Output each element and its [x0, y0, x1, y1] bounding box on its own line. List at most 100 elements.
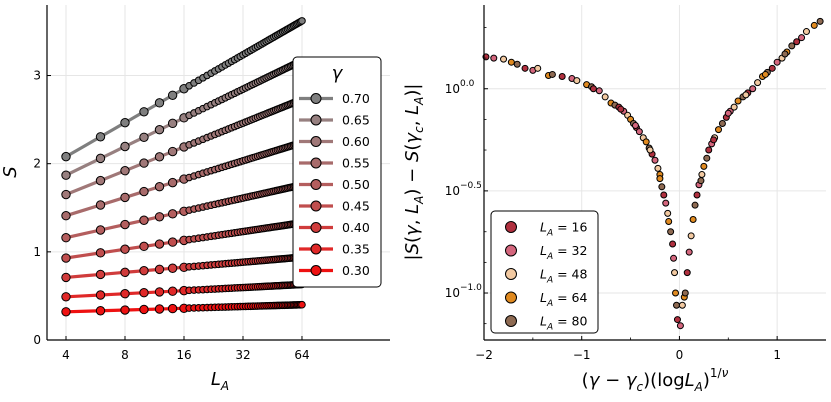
series-marker-gamma-0.30 — [120, 305, 130, 315]
scatter-point — [691, 201, 699, 209]
scatter-point — [678, 301, 686, 309]
right-y-tick-exponent: 0.0 — [460, 79, 475, 89]
right-legend: LA = 16 LA = 32 LA = 48 LA = 64 LA = 80 — [490, 210, 599, 334]
left-x-axis-label: LA — [211, 369, 229, 393]
right-scatter-points — [482, 17, 824, 330]
scatter-point — [703, 154, 711, 162]
series-marker-gamma-0.40 — [95, 269, 106, 280]
scatter-point — [742, 91, 750, 99]
scatter-point — [798, 34, 806, 42]
legend-marker-gamma-0.65 — [310, 114, 322, 126]
left-x-tick-label: 32 — [235, 348, 250, 362]
series-marker-gamma-0.55 — [61, 210, 71, 221]
series-marker-gamma-0.60 — [120, 166, 130, 176]
series-marker-gamma-0.70 — [298, 17, 306, 25]
left-axes-frame — [46, 5, 390, 341]
left-legend-title: γ — [332, 63, 344, 84]
left-y-tick-label: 2 — [33, 157, 41, 171]
scatter-point — [687, 232, 695, 240]
scatter-point — [768, 64, 776, 72]
series-marker-gamma-0.50 — [61, 233, 71, 243]
legend-label-LA32: LA = 32 — [540, 243, 587, 262]
scatter-point — [673, 301, 680, 309]
scatter-point — [734, 97, 742, 105]
scatter-point — [676, 322, 684, 330]
legend-marker-gamma-0.45 — [310, 200, 322, 212]
series-marker-gamma-0.35 — [154, 287, 165, 297]
scatter-point — [700, 162, 708, 170]
scatter-point — [810, 21, 818, 29]
series-marker-gamma-0.65 — [61, 170, 71, 180]
series-marker-gamma-0.45 — [120, 244, 130, 254]
scatter-point — [513, 60, 521, 68]
scatter-point — [673, 316, 681, 324]
series-marker-gamma-0.60 — [61, 189, 71, 200]
scatter-point — [802, 28, 810, 36]
scatter-point — [642, 138, 650, 146]
series-marker-gamma-0.50 — [120, 219, 130, 230]
series-marker-gamma-0.45 — [61, 253, 71, 263]
series-marker-gamma-0.70 — [167, 90, 178, 100]
series-marker-gamma-0.35 — [139, 288, 149, 298]
right-y-tick-label: 10 — [445, 82, 460, 96]
series-marker-gamma-0.60 — [95, 175, 106, 186]
legend-label-gamma-0.30: 0.30 — [342, 263, 370, 278]
scatter-point — [656, 175, 664, 183]
right-legend-items: LA = 16 LA = 32 LA = 48 LA = 64 LA = 80 — [505, 220, 588, 333]
legend-label-gamma-0.40: 0.40 — [342, 220, 370, 235]
scatter-point — [749, 85, 757, 93]
scatter-point — [658, 183, 666, 191]
legend-label-gamma-0.65: 0.65 — [342, 113, 370, 128]
series-marker-gamma-0.45 — [139, 241, 149, 252]
series-marker-gamma-0.35 — [61, 292, 71, 302]
legend-label-gamma-0.70: 0.70 — [342, 91, 370, 106]
scatter-point — [662, 199, 670, 207]
right-x-axis-label: (γ − γc)(logLA)1/ν — [582, 366, 729, 394]
scatter-point — [558, 72, 566, 80]
legend-label-LA64: LA = 64 — [540, 290, 588, 309]
right-x-ticks: −2 −1 0 1 — [475, 336, 781, 362]
scatter-point — [534, 64, 542, 72]
left-y-tick-label: 0 — [33, 333, 41, 347]
series-marker-gamma-0.35 — [167, 286, 178, 296]
left-panel: 4 8 16 32 64 0 1 2 3 LA S γ 0.70 0.65 0.60 0.55 0.5… — [0, 5, 390, 393]
left-legend: γ 0.70 0.65 0.60 0.55 0.50 0.45 0.40 0.35 0.30 — [292, 56, 382, 288]
scatter-point — [646, 146, 654, 154]
scatter-point — [710, 136, 718, 144]
left-x-tick-label: 64 — [294, 348, 309, 362]
scatter-point — [793, 38, 801, 46]
series-marker-gamma-0.30 — [61, 307, 71, 317]
left-y-axis-label: S — [0, 166, 21, 177]
legend-marker-gamma-0.40 — [310, 222, 322, 233]
scatter-point — [689, 215, 697, 223]
series-marker-gamma-0.50 — [95, 225, 106, 235]
legend-marker-gamma-0.35 — [310, 243, 322, 255]
scatter-point — [664, 209, 672, 217]
scatter-point — [773, 58, 781, 66]
series-marker-gamma-0.65 — [95, 153, 106, 164]
series-marker-gamma-0.55 — [95, 200, 106, 210]
scatter-point — [589, 85, 597, 93]
legend-label-LA16: LA = 16 — [540, 220, 588, 239]
series-marker-gamma-0.65 — [154, 125, 165, 135]
scatter-point — [693, 191, 701, 199]
scatter-point — [781, 50, 789, 58]
series-marker-gamma-0.65 — [120, 141, 130, 152]
legend-marker-LA48 — [505, 268, 517, 280]
right-y-tick-exponent: −1.0 — [460, 283, 482, 293]
series-marker-gamma-0.60 — [154, 152, 165, 162]
series-marker-gamma-0.30 — [167, 303, 178, 314]
legend-marker-gamma-0.50 — [310, 179, 322, 190]
right-y-ticks: 10 0.010 −0.510 −1.0 — [445, 27, 488, 325]
legend-label-gamma-0.35: 0.35 — [342, 242, 370, 257]
left-x-ticks: 4 8 16 32 64 — [62, 336, 310, 362]
series-marker-gamma-0.35 — [95, 290, 106, 300]
legend-label-gamma-0.60: 0.60 — [342, 134, 370, 149]
left-x-tick-label: 4 — [62, 348, 70, 362]
scatter-point — [617, 105, 625, 113]
series-marker-gamma-0.40 — [154, 264, 165, 275]
series-marker-gamma-0.30 — [154, 304, 165, 314]
scatter-point — [548, 70, 556, 78]
series-marker-gamma-0.50 — [167, 209, 178, 219]
scatter-point — [667, 228, 675, 236]
